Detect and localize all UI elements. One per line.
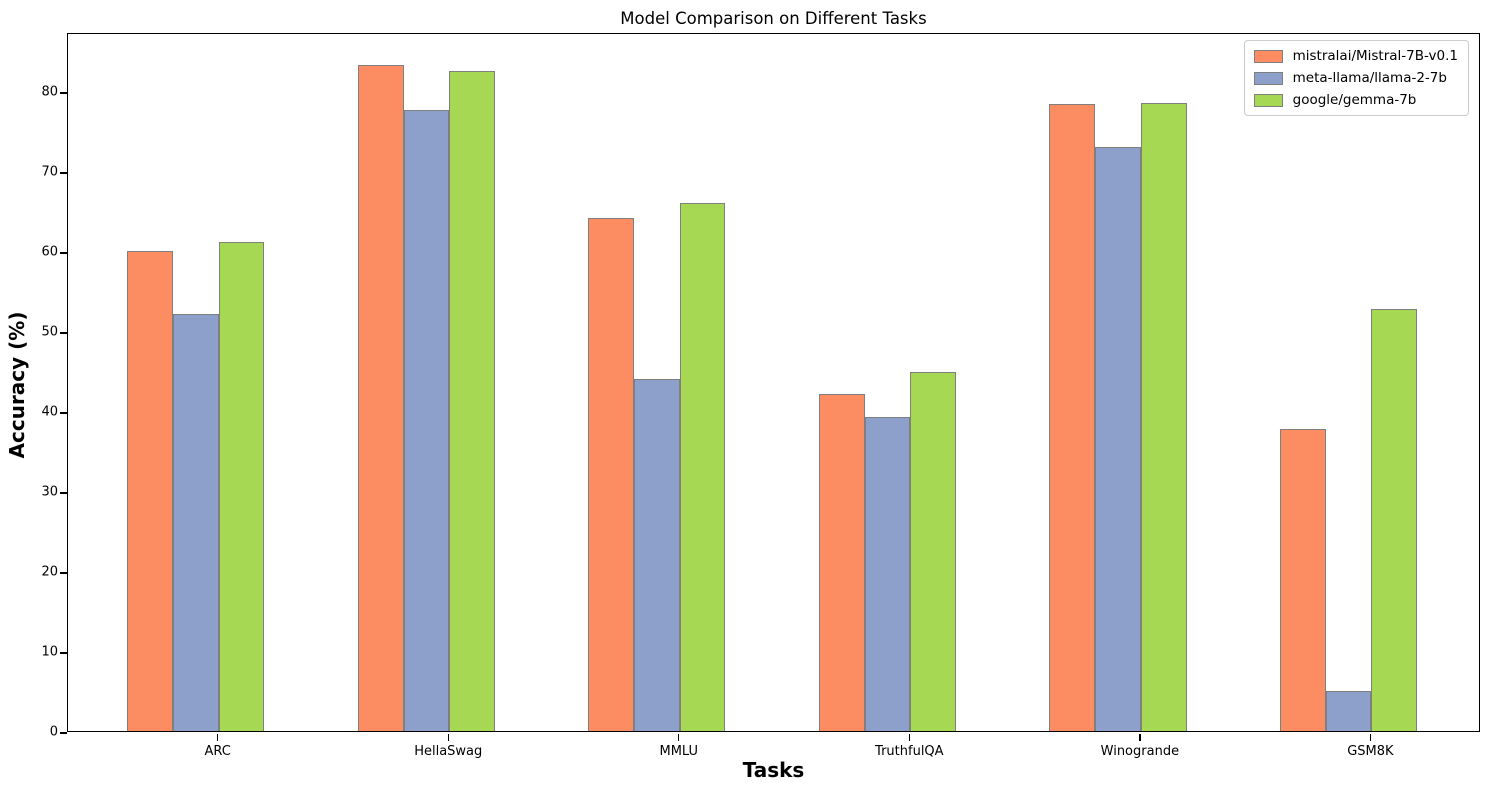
legend-item-1: meta-llama/llama-2-7b (1253, 70, 1458, 86)
y-tick-mark (59, 92, 67, 94)
x-tick-label-hellaswag: HellaSwag (414, 744, 483, 759)
y-tick-mark (59, 252, 67, 254)
bar-gsm8k-series-2 (1371, 308, 1418, 731)
legend-label: mistralai/Mistral-7B-v0.1 (1292, 48, 1458, 64)
legend-label: google/gemma-7b (1292, 92, 1417, 108)
x-axis-label: Tasks (742, 758, 805, 782)
chart-title: Model Comparison on Different Tasks (620, 9, 927, 28)
bar-hellaswag-series-1 (403, 109, 450, 731)
x-tick-label-mmlu: MMLU (659, 744, 699, 759)
x-tick-label-arc: ARC (204, 744, 231, 759)
legend-label: meta-llama/llama-2-7b (1292, 70, 1447, 86)
y-tick-mark (59, 572, 67, 574)
x-tick-label-truthfulqa: TruthfulQA (875, 744, 944, 759)
bar-winogrande-series-0 (1049, 103, 1096, 731)
y-tick-label: 50 (41, 324, 58, 340)
bar-gsm8k-series-0 (1280, 428, 1326, 731)
x-tick-label-gsm8k: GSM8K (1347, 744, 1394, 759)
bar-truthfulqa-series-2 (910, 371, 956, 731)
bar-winogrande-series-2 (1140, 103, 1187, 731)
bar-arc-series-0 (127, 251, 173, 731)
y-tick-label: 0 (49, 724, 58, 740)
legend-swatch-icon (1253, 93, 1283, 107)
bar-gsm8k-series-1 (1325, 691, 1372, 731)
bar-winogrande-series-1 (1095, 147, 1141, 731)
y-tick-label: 70 (41, 164, 58, 180)
y-tick-label: 30 (41, 484, 58, 500)
legend-item-2: google/gemma-7b (1253, 92, 1458, 108)
y-tick-mark (59, 412, 67, 414)
x-tick-mark (217, 733, 219, 741)
plot-area: mistralai/Mistral-7B-v0.1 meta-llama/llam… (59, 33, 1480, 734)
legend-item-0: mistralai/Mistral-7B-v0.1 (1253, 48, 1458, 64)
y-tick-label: 20 (41, 564, 58, 580)
legend-swatch-icon (1253, 71, 1283, 85)
y-tick-mark (59, 172, 67, 174)
y-tick-label: 40 (41, 404, 58, 420)
y-tick-mark (59, 492, 67, 494)
bar-arc-series-1 (173, 313, 219, 731)
x-tick-mark (447, 733, 449, 741)
legend-swatch-icon (1253, 49, 1283, 63)
bar-arc-series-2 (218, 242, 265, 731)
x-tick-mark (1139, 733, 1141, 741)
y-tick-label: 80 (41, 84, 58, 100)
y-tick-label: 10 (41, 644, 58, 660)
legend: mistralai/Mistral-7B-v0.1 meta-llama/llam… (1243, 40, 1469, 116)
bar-truthfulqa-series-0 (818, 393, 865, 731)
bar-mmlu-series-1 (634, 379, 680, 731)
bar-hellaswag-series-2 (449, 71, 495, 731)
y-axis-label: Accuracy (%) (5, 311, 29, 459)
x-tick-mark (678, 733, 680, 741)
y-tick-mark (59, 652, 67, 654)
x-tick-label-winogrande: Winogrande (1100, 744, 1180, 759)
y-tick-label: 60 (41, 244, 58, 260)
y-tick-mark (59, 732, 67, 734)
bar-hellaswag-series-0 (357, 64, 404, 731)
y-tick-mark (59, 332, 67, 334)
x-tick-mark (1369, 733, 1372, 741)
bar-truthfulqa-series-1 (864, 416, 911, 731)
bar-mmlu-series-2 (679, 203, 726, 731)
bar-mmlu-series-0 (588, 217, 635, 731)
x-tick-mark (908, 733, 910, 741)
